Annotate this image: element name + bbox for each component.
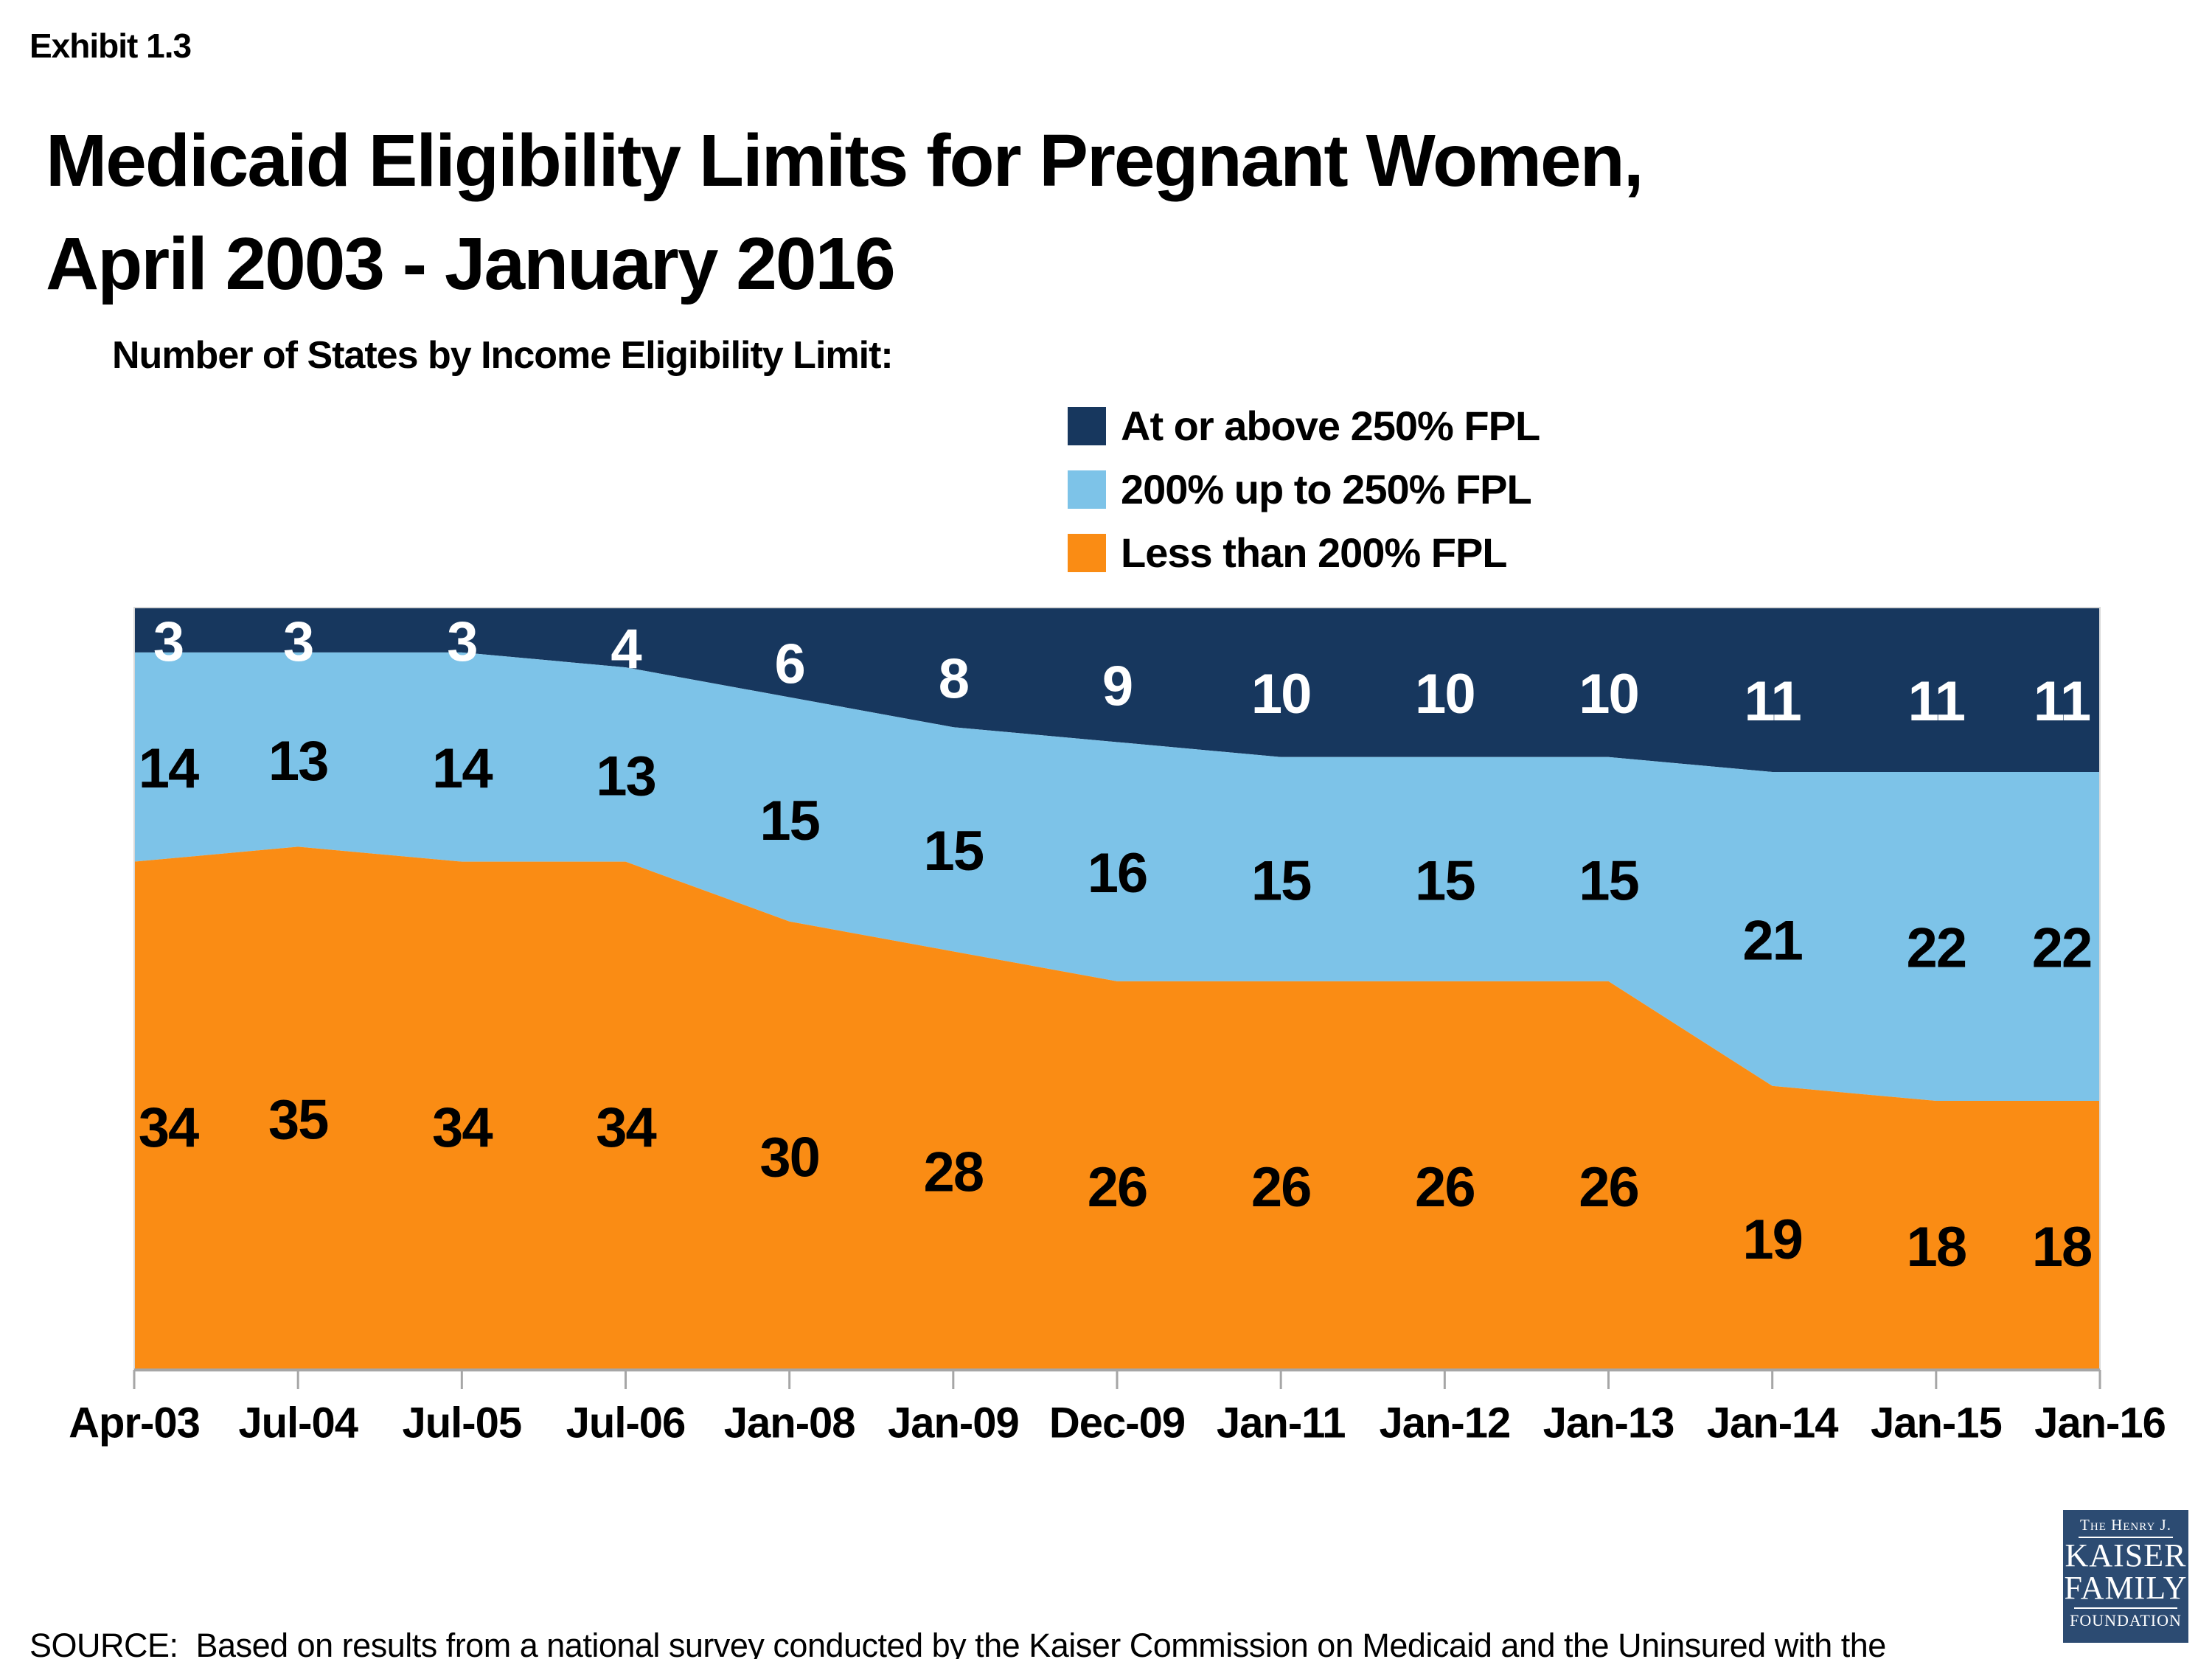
page-title-line2: April 2003 - January 2016 — [46, 223, 896, 305]
data-label-series-1: 14 — [432, 737, 493, 800]
data-label-series-2: 18 — [2032, 1216, 2092, 1279]
data-label-series-0: 9 — [1102, 655, 1132, 718]
data-label-series-2: 26 — [1251, 1156, 1311, 1219]
data-label-series-0: 6 — [775, 633, 804, 695]
data-label-series-1: 13 — [268, 730, 328, 793]
x-axis-label: Jul-06 — [566, 1399, 686, 1447]
legend-label: At or above 250% FPL — [1121, 403, 1540, 449]
x-axis-label: Jan-09 — [888, 1399, 1019, 1447]
data-label-series-2: 19 — [1742, 1208, 1802, 1271]
data-label-series-2: 26 — [1415, 1156, 1475, 1219]
data-label-series-1: 14 — [139, 737, 199, 800]
data-label-series-0: 10 — [1415, 663, 1475, 726]
data-label-series-1: 16 — [1088, 842, 1147, 905]
x-axis-label: Jan-16 — [2034, 1399, 2166, 1447]
legend-swatch-lightblue — [1068, 470, 1106, 509]
data-label-series-1: 15 — [1579, 849, 1638, 912]
logo-foundation: FOUNDATION — [2070, 1611, 2182, 1630]
x-axis-label: Jan-11 — [1217, 1399, 1346, 1447]
data-label-series-0: 3 — [283, 611, 313, 673]
source-note: SOURCE: Based on results from a national… — [29, 1535, 2050, 1659]
data-label-series-1: 21 — [1742, 909, 1802, 972]
data-label-series-1: 13 — [596, 745, 655, 807]
data-label-series-0: 4 — [611, 618, 641, 681]
data-label-series-1: 22 — [2032, 917, 2092, 980]
data-label-series-2: 28 — [924, 1141, 984, 1204]
data-label-series-1: 15 — [759, 790, 819, 852]
area-series-2 — [134, 846, 2100, 1370]
data-label-series-2: 18 — [1907, 1216, 1966, 1279]
data-label-series-0: 11 — [1908, 670, 1965, 733]
legend-item-at-or-above-250: At or above 250% FPL — [1068, 402, 1540, 450]
area-series-1 — [134, 652, 2100, 1102]
exhibit-label: Exhibit 1.3 — [29, 27, 192, 65]
data-label-series-2: 34 — [432, 1096, 493, 1159]
page-title: Medicaid Eligibility Limits for Pregnant… — [46, 109, 1644, 316]
data-label-series-1: 15 — [1251, 849, 1311, 912]
x-axis-label: Jan-12 — [1379, 1399, 1510, 1447]
data-label-series-0: 11 — [2034, 670, 2090, 733]
data-label-series-2: 26 — [1579, 1156, 1638, 1219]
legend-swatch-orange — [1068, 533, 1106, 572]
x-axis-label: Jul-05 — [403, 1399, 522, 1447]
chart-area: Apr-03 Jul-04 Jul-05 Jul-06 Jan-08 Jan-09 Dec-… — [69, 607, 2166, 1448]
logo-henry-j: The Henry J. — [2080, 1516, 2171, 1534]
data-label-series-2: 34 — [596, 1096, 656, 1159]
data-label-series-2: 34 — [139, 1096, 199, 1159]
data-label-series-1: 15 — [924, 820, 984, 883]
data-label-series-0: 3 — [447, 611, 476, 673]
legend-swatch-navy — [1068, 406, 1106, 445]
kaiser-family-foundation-logo: The Henry J. KAISER FAMILY FOUNDATION — [2063, 1510, 2188, 1643]
data-label-series-0: 11 — [1744, 670, 1801, 733]
data-label-series-2: 35 — [268, 1089, 328, 1152]
logo-rule-bottom — [2074, 1607, 2177, 1609]
data-label-series-2: 26 — [1088, 1156, 1147, 1219]
data-label-series-0: 10 — [1251, 663, 1311, 726]
legend-label: 200% up to 250% FPL — [1121, 466, 1532, 512]
legend-label: Less than 200% FPL — [1121, 529, 1508, 576]
data-label-series-0: 3 — [153, 611, 183, 673]
x-axis-label: Dec-09 — [1049, 1399, 1185, 1447]
data-label-series-1: 15 — [1415, 849, 1475, 912]
x-axis-label: Jul-04 — [238, 1399, 358, 1447]
x-axis-label: Jan-15 — [1871, 1399, 2002, 1447]
x-axis-label: Apr-03 — [69, 1399, 200, 1447]
logo-kaiser: KAISER — [2065, 1537, 2187, 1573]
x-axis-label: Jan-08 — [724, 1399, 855, 1447]
chart-legend: At or above 250% FPL 200% up to 250% FPL… — [1068, 402, 1540, 577]
page-title-line1: Medicaid Eligibility Limits for Pregnant… — [46, 119, 1644, 202]
x-axis-label: Jan-14 — [1707, 1399, 1839, 1447]
source-line1: SOURCE: Based on results from a national… — [29, 1626, 1886, 1659]
logo-rule-top — [2079, 1537, 2173, 1538]
logo-family: FAMILY — [2064, 1570, 2188, 1606]
data-label-series-1: 22 — [1907, 917, 1966, 980]
data-label-series-2: 30 — [759, 1126, 819, 1189]
legend-item-less-than-200: Less than 200% FPL — [1068, 529, 1540, 577]
area-series-0 — [134, 608, 2100, 773]
data-label-series-0: 10 — [1579, 663, 1638, 726]
x-axis-label: Jan-13 — [1543, 1399, 1674, 1447]
data-label-series-0: 8 — [939, 648, 968, 711]
legend-item-200-to-250: 200% up to 250% FPL — [1068, 465, 1540, 513]
stacked-area-chart: Apr-03 Jul-04 Jul-05 Jul-06 Jan-08 Jan-09 Dec-… — [69, 607, 2166, 1447]
chart-subtitle: Number of States by Income Eligibility L… — [112, 334, 894, 377]
